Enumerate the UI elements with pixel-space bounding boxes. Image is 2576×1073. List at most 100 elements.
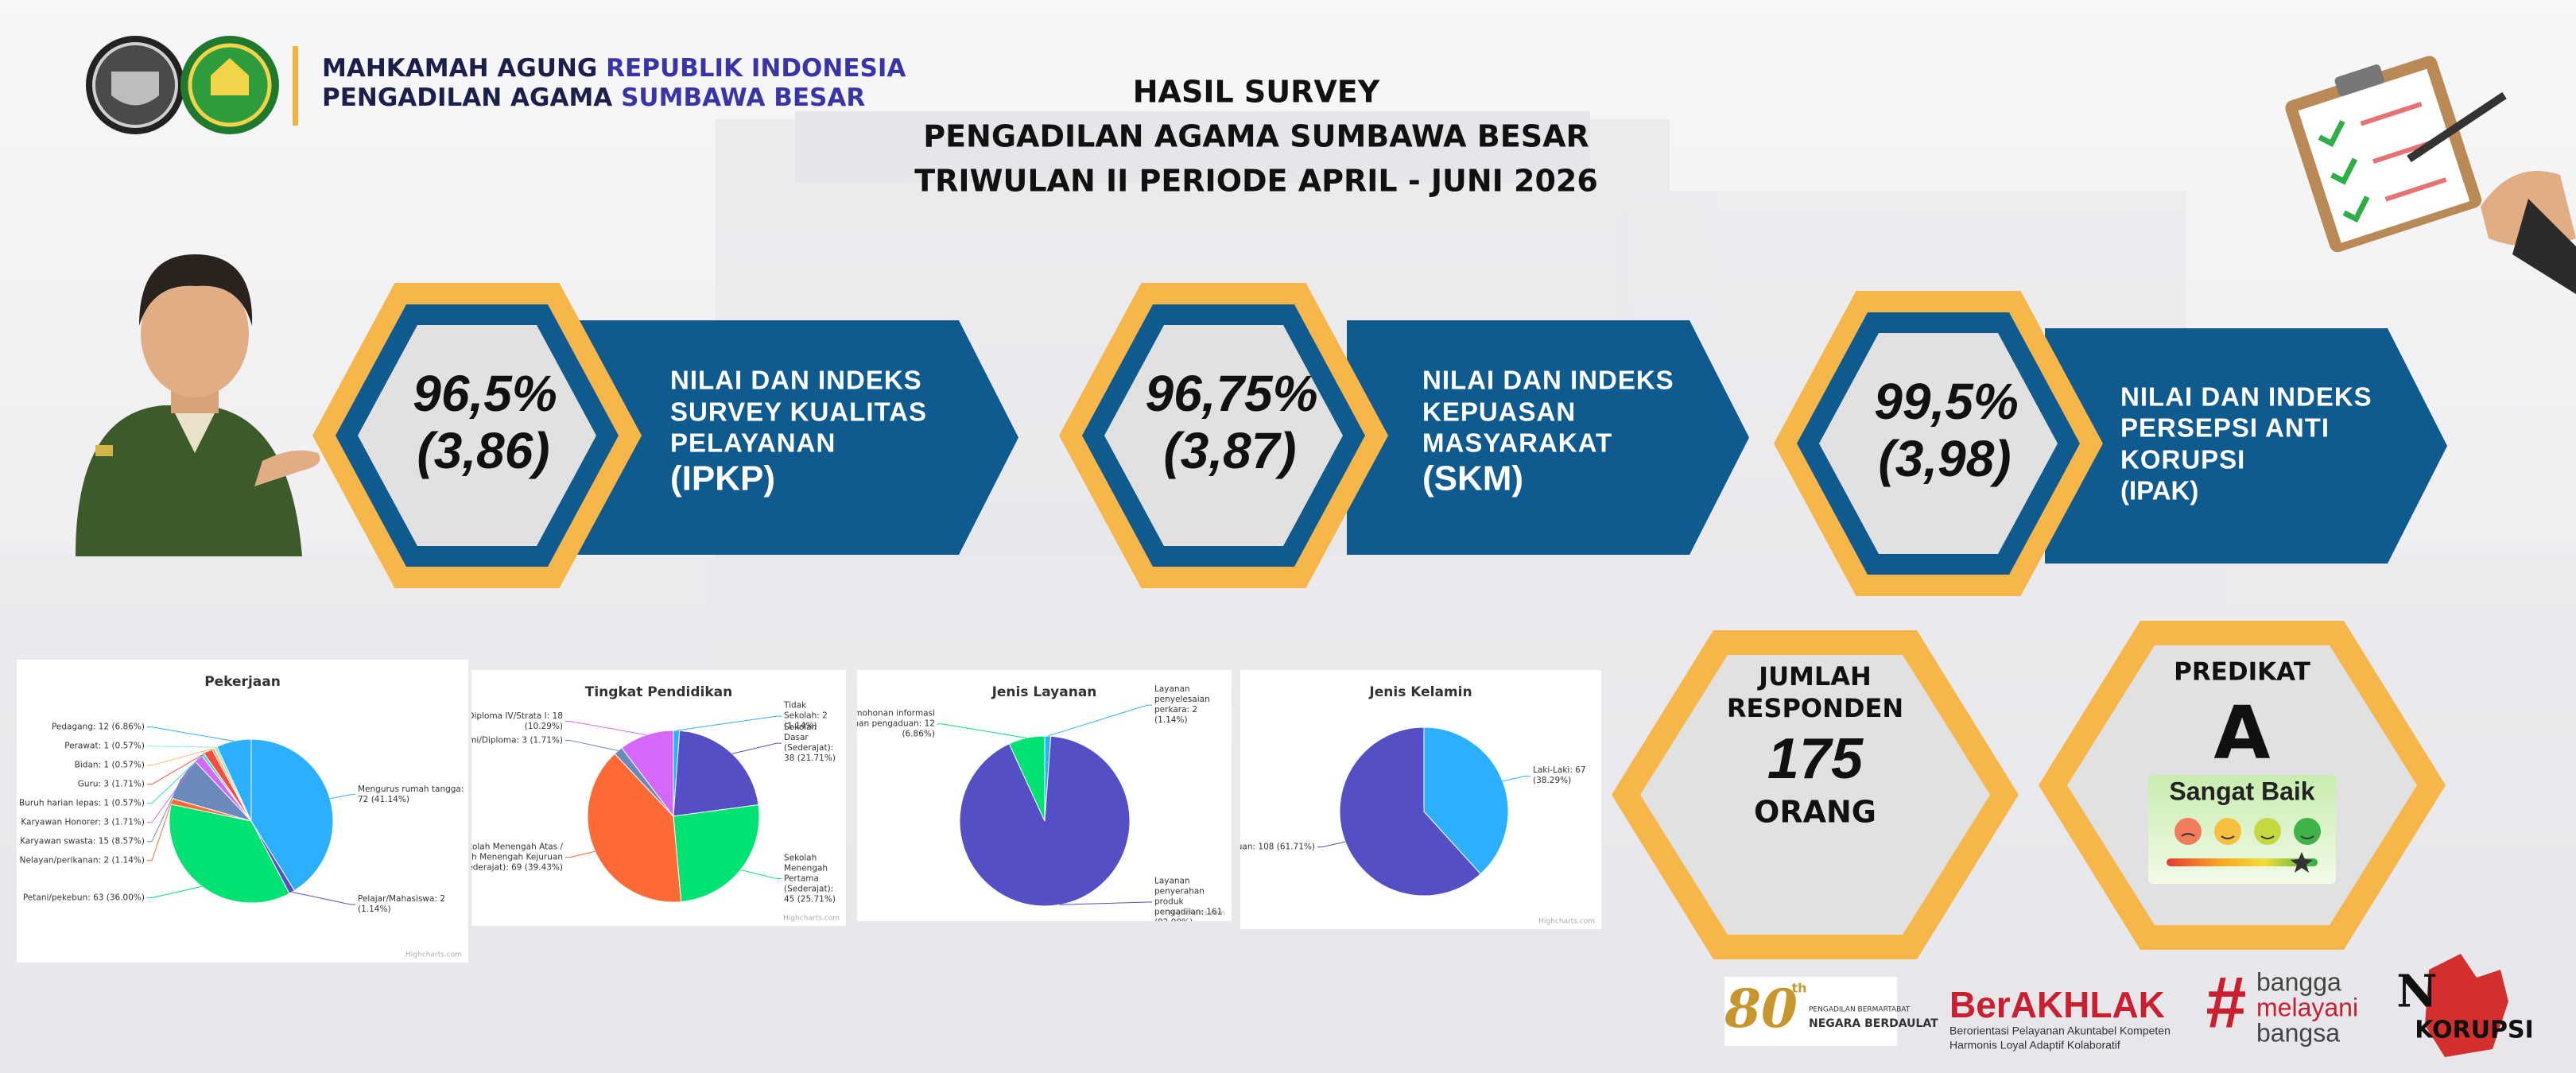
survey-title: PENGADILAN AGAMA SUMBAWA BESAR: [923, 119, 1589, 154]
pie-connector: [292, 891, 355, 905]
pie-label: Bidan: 1 (0.57%): [74, 760, 145, 770]
pie-credit: Highcharts.com: [783, 915, 840, 923]
pie-slice: [1339, 726, 1481, 897]
pie-title: Jenis Layanan: [991, 684, 1097, 700]
pie-credit: Highcharts.com: [1169, 910, 1225, 918]
rating-faces: Sangat Baik: [2148, 775, 2336, 884]
berakhlak-tagline: Harmonis Loyal Adaptif Kolaboratif: [1949, 1039, 2120, 1052]
pie-chart: Jenis Kelamin Highcharts.com: [1317, 684, 1595, 926]
pie-connector: [565, 740, 619, 751]
pie-connector: [740, 869, 782, 880]
index-code: (IPAK): [2120, 476, 2198, 506]
org-name: MAHKAMAH AGUNG REPUBLIK INDONESIA: [322, 54, 906, 83]
index-banner: [575, 320, 1018, 555]
index-value: (3,86): [417, 422, 549, 479]
rating-face-mouth: [2260, 835, 2275, 839]
pie-connector: [147, 751, 208, 785]
rating-description: Sangat Baik: [2169, 777, 2314, 805]
pie-slice: [587, 753, 682, 903]
index-label: NILAI DAN INDEKS: [2120, 382, 2372, 412]
pie-label: Sekolah Menengah Pertama (Sederajat): 45…: [784, 853, 836, 904]
pie-title: Jenis Kelamin: [1368, 684, 1472, 700]
bangga-hash: #: [2206, 962, 2246, 1043]
anniversary-logo-box: [1724, 977, 1897, 1046]
org-name-part: SUMBAWA BESAR: [621, 83, 865, 112]
index-value: (3,87): [1163, 422, 1296, 479]
pie-chart: Pekerjaan Highcharts.com: [147, 674, 462, 959]
pie-slice: [959, 735, 1131, 907]
pie-label: Perawat: 1 (0.57%): [64, 741, 145, 751]
pie-connector: [147, 726, 235, 742]
rating-face: [2294, 818, 2321, 845]
pie-connector: [147, 885, 203, 899]
bangga-text: bangga: [2256, 967, 2341, 996]
index-label: NILAI DAN INDEKS: [1422, 366, 1674, 395]
pie-label: Akademi/Diploma: 3 (1.71%): [471, 735, 563, 746]
pie-connector: [565, 721, 646, 736]
index-score: 99,5%: [1874, 373, 2018, 430]
pie-connector: [1317, 841, 1346, 848]
pie-label: Nelayan/perikanan: 2 (1.14%): [19, 855, 145, 866]
logo-court: [180, 36, 279, 134]
survey-title: HASIL SURVEY: [1133, 75, 1380, 110]
anniversary-text: NEGARA BERDAULAT: [1809, 1017, 1938, 1030]
org-name-part: PENGADILAN AGAMA: [322, 83, 621, 112]
rating-bar: [2167, 858, 2318, 866]
pie-title: Pekerjaan: [204, 674, 281, 690]
anti-corruption-hand: [2425, 954, 2508, 1057]
pie-connector: [1502, 775, 1530, 782]
berakhlak-title: BerAKHLAK: [1949, 984, 2165, 1025]
anniversary-number: 80: [1724, 978, 1798, 1040]
pie-connector: [147, 757, 200, 823]
pie-label: Buruh harian lepas: 1 (0.57%): [19, 798, 145, 808]
pie-connector: [676, 715, 782, 731]
pie-label: Pedagang: 12 (6.86%): [51, 722, 145, 732]
pie-connector: [147, 754, 204, 804]
rating-grade: A: [2213, 690, 2270, 775]
pie-panel: Tingkat Pendidikan Highcharts.com Tidak Se…: [471, 670, 846, 926]
index-label: SURVEY KUALITAS: [670, 397, 927, 427]
pie-label: Layanan penyelesaian perkara: 2 (1.14%): [1154, 684, 1210, 726]
pie-slice: [621, 730, 674, 818]
bangga-text: bangsa: [2256, 1018, 2340, 1047]
org-name-part: MAHKAMAH AGUNG: [322, 54, 606, 83]
respondent-count: 175: [1767, 727, 1864, 791]
presenter-illustration: [76, 254, 320, 556]
index-banner: [1347, 320, 1749, 555]
index-hexagon-inner: [1104, 325, 1343, 546]
pie-panel: Jenis Layanan Highcharts.com Layanan penye…: [857, 670, 1232, 921]
index-label: NILAI DAN INDEKS: [670, 366, 922, 395]
pie-chart: Tingkat Pendidikan Highcharts.com: [565, 684, 840, 923]
pie-label: Laki-Laki: 67 (38.29%): [1533, 765, 1586, 786]
berakhlak-tagline: Berorientasi Pelayanan Akuntabel Kompete…: [1949, 1025, 2171, 1037]
index-label: KEPUASAN: [1422, 397, 1576, 427]
index-score: 96,75%: [1145, 365, 1317, 422]
pie-connector: [147, 746, 216, 748]
respondent-label: RESPONDEN: [1727, 693, 1903, 723]
clipboard-illustration: [2285, 56, 2482, 253]
index-code: (SKM): [1422, 459, 1523, 498]
hand-with-pen: [2407, 91, 2576, 294]
respondent-hexagon-inner: [1640, 655, 1990, 935]
rating-star: [2291, 852, 2313, 873]
survey-title: TRIWULAN II PERIODE APRIL - JUNI 2026: [914, 164, 1598, 199]
index-label: KORUPSI: [2120, 445, 2245, 475]
pie-label: Pelajar/Mahasiswa: 2 (1.14%): [358, 893, 445, 914]
pie-label: Petani/pekebun: 63 (36.00%): [22, 893, 145, 903]
pie-label: Perempuan: 108 (61.71%): [1240, 842, 1315, 852]
pie-title: Tingkat Pendidikan: [585, 684, 732, 700]
pie-connector: [147, 748, 214, 766]
pie-credit: Highcharts.com: [405, 951, 462, 959]
index-code: (IPKP): [670, 459, 775, 498]
pie-slice: [673, 804, 760, 903]
index-hexagon-inner: [358, 325, 596, 546]
rating-face: [2214, 818, 2241, 845]
rating-face-mouth: [2300, 835, 2314, 839]
rating-face: [2174, 818, 2202, 845]
pie-connector: [937, 723, 1027, 738]
pie-connector: [147, 801, 173, 862]
pie-panel: Jenis Kelamin Highcharts.com Laki-Laki: 67…: [1240, 670, 1601, 929]
index-label: PELAYANAN: [670, 428, 836, 458]
